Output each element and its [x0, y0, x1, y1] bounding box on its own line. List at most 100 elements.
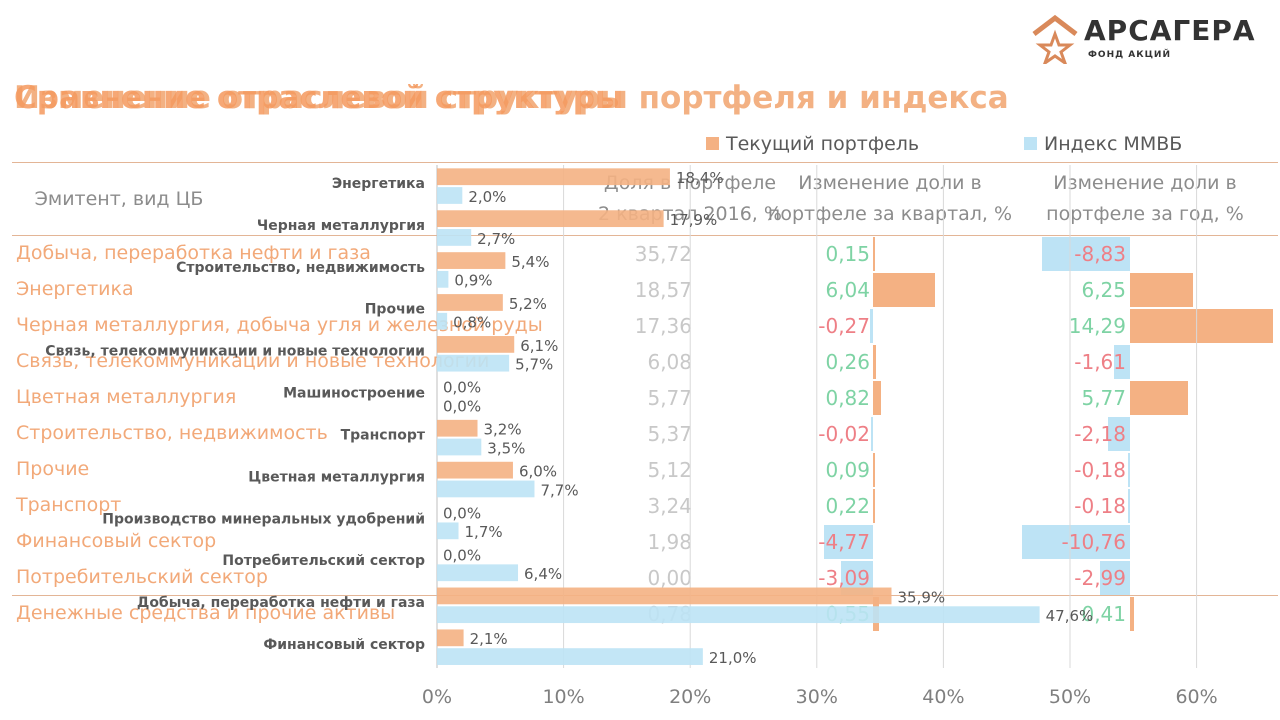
row-change-quarter: 0,09 — [825, 458, 870, 482]
row-change-year: 0,41 — [1081, 602, 1126, 626]
quarter-change-bar — [873, 345, 876, 379]
data-label: 47,6% — [1046, 607, 1094, 625]
row-share: 1,98 — [647, 530, 692, 554]
category-label: Машиностроение — [283, 386, 425, 402]
legend-swatch — [1024, 137, 1037, 150]
row-label: Потребительский сектор — [16, 566, 268, 588]
category-label: Производство минеральных удобрений — [102, 511, 425, 527]
legend-label: Индекс ММВБ — [1044, 133, 1182, 155]
x-tick-label: 30% — [796, 686, 838, 708]
bar — [437, 419, 478, 437]
header-issuer: Эмитент, вид ЦБ — [34, 188, 204, 210]
data-label: 7,7% — [540, 481, 578, 499]
bar — [437, 270, 449, 288]
row-change-quarter: 0,22 — [825, 494, 870, 518]
bar — [437, 168, 670, 186]
data-label: 1,7% — [465, 523, 503, 541]
category-label: Энергетика — [332, 176, 425, 192]
header-change-year-line1: Изменение доли в — [1053, 172, 1237, 194]
bar — [437, 564, 519, 582]
row-share: 6,08 — [647, 350, 692, 374]
header-change-year-line2: портфеле за год, % — [1046, 203, 1244, 225]
bar — [437, 229, 472, 246]
slide-title: Изменение отраслевой структуры портфеля … — [14, 80, 1009, 116]
bar — [437, 336, 515, 353]
category-label: Прочие — [365, 302, 425, 318]
row-share: 18,57 — [634, 278, 692, 302]
year-change-bar — [1128, 489, 1130, 523]
data-label: 18,4% — [676, 169, 724, 187]
quarter-change-bar — [873, 489, 876, 523]
row-change-quarter: -0,27 — [818, 314, 870, 338]
bar — [437, 312, 448, 330]
row-change-year: -10,76 — [1061, 530, 1126, 554]
row-share: 3,24 — [647, 494, 692, 518]
table-top-line — [12, 162, 1278, 163]
data-label: 6,4% — [524, 565, 562, 583]
row-change-year: -2,99 — [1074, 566, 1126, 590]
row-change-quarter: 0,26 — [825, 350, 870, 374]
bar — [437, 587, 892, 605]
data-label: 3,2% — [484, 421, 522, 439]
bar — [437, 294, 503, 311]
quarter-change-bar — [824, 525, 873, 559]
row-label: Строительство, недвижимость — [16, 422, 328, 444]
logo-name: АРСАГЕРА — [1084, 14, 1256, 47]
row-change-year: 6,25 — [1081, 278, 1126, 302]
bar — [437, 648, 703, 665]
bar — [437, 606, 1040, 624]
row-share: 35,72 — [634, 242, 692, 266]
x-tick-label: 20% — [669, 686, 711, 708]
quarter-change-bar — [870, 309, 873, 343]
overlay-title: Сравнение отраслевой структуры — [14, 80, 623, 116]
x-tick-label: 0% — [422, 686, 452, 708]
data-label: 6,0% — [519, 463, 557, 481]
category-label: Черная металлургия — [257, 218, 425, 234]
data-label: 2,0% — [468, 188, 506, 206]
bar — [437, 629, 464, 647]
data-label: 0,9% — [454, 272, 492, 290]
row-change-quarter: -3,09 — [818, 566, 870, 590]
data-label: 0,0% — [443, 379, 481, 397]
row-change-year: -8,83 — [1074, 242, 1126, 266]
bar — [437, 354, 510, 372]
data-label: 0,0% — [443, 504, 481, 522]
table-header-line — [12, 235, 1278, 236]
quarter-change-bar — [873, 273, 935, 307]
quarter-change-bar — [871, 417, 873, 451]
legend-swatch — [706, 137, 719, 150]
row-change-quarter: 0,15 — [825, 242, 870, 266]
year-change-bar — [1108, 417, 1130, 451]
data-label: 6,1% — [520, 337, 558, 355]
row-change-quarter: 6,04 — [825, 278, 870, 302]
x-tick-label: 50% — [1049, 686, 1091, 708]
row-change-year: 5,77 — [1081, 386, 1126, 410]
row-share: 0,00 — [647, 566, 692, 590]
bar — [437, 480, 535, 498]
category-label: Добыча, переработка нефти и газа — [137, 595, 425, 611]
row-label: Черная металлургия, добыча угля и железн… — [16, 314, 543, 336]
data-label: 0,0% — [443, 546, 481, 564]
data-label: 0,0% — [443, 397, 481, 415]
bar — [437, 252, 506, 269]
category-label: Финансовый сектор — [263, 637, 425, 653]
data-label: 5,2% — [509, 295, 547, 313]
row-label: Денежные средства и прочие активы — [16, 602, 396, 624]
header-change-quarter-line2: портфеле за квартал, % — [767, 203, 1013, 225]
quarter-change-bar — [873, 453, 875, 487]
quarter-change-bar — [873, 237, 875, 271]
logo: АРСАГЕРА ФОНД АКЦИЙ — [1030, 12, 1270, 67]
bar — [437, 522, 459, 540]
category-label: Строительство, недвижимость — [176, 260, 425, 276]
row-label: Цветная металлургия — [16, 386, 237, 408]
row-share: 5,77 — [647, 386, 692, 410]
x-tick-label: 60% — [1175, 686, 1217, 708]
row-change-quarter: 0,82 — [825, 386, 870, 410]
year-change-bar — [1041, 237, 1130, 271]
row-change-year: -1,61 — [1074, 350, 1126, 374]
bar — [437, 438, 482, 456]
data-label: 0,8% — [453, 314, 491, 332]
year-change-bar — [1130, 273, 1193, 307]
row-label: Энергетика — [16, 278, 134, 300]
